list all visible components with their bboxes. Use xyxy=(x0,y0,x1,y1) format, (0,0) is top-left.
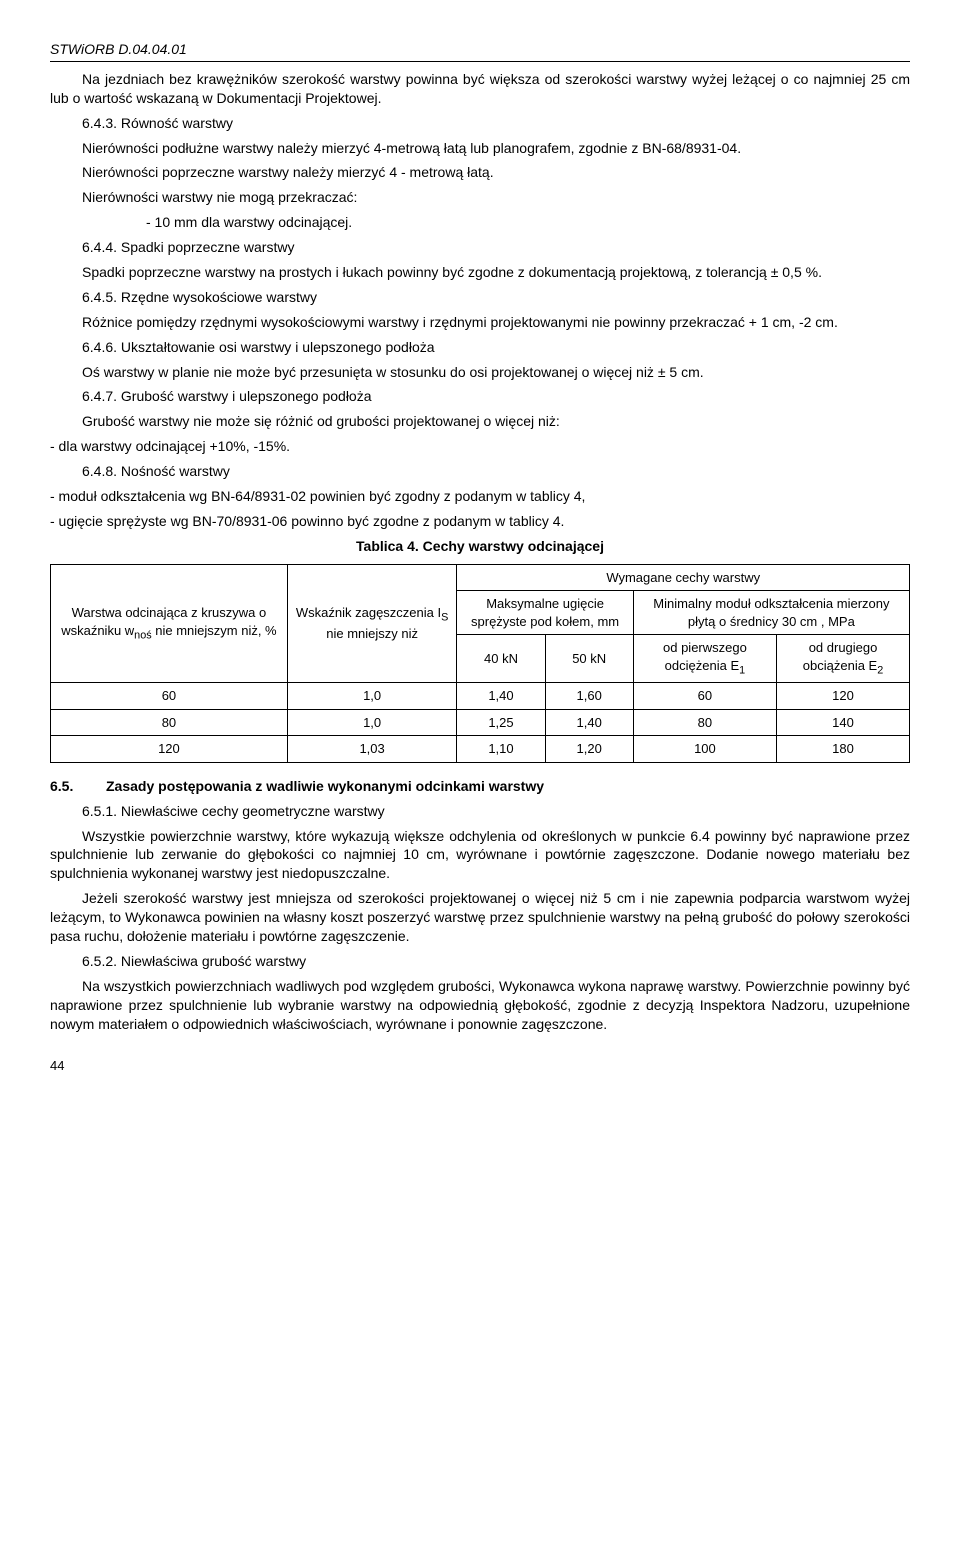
para: Spadki poprzeczne warstwy na prostych i … xyxy=(50,263,910,282)
subheading: 6.4.8. Nośność warstwy xyxy=(82,462,910,481)
subheading: 6.4.7. Grubość warstwy i ulepszonego pod… xyxy=(82,387,910,406)
col-header: 50 kN xyxy=(545,635,633,683)
para: Nierówności warstwy nie mogą przekraczać… xyxy=(50,188,910,207)
col-header: Minimalny moduł odkształcenia mierzony p… xyxy=(633,591,909,635)
subheading: 6.4.5. Rzędne wysokościowe warstwy xyxy=(82,288,910,307)
subheading: 6.5.1. Niewłaściwe cechy geometryczne wa… xyxy=(82,802,910,821)
para: Nierówności poprzeczne warstwy należy mi… xyxy=(50,163,910,182)
para: Oś warstwy w planie nie może być przesun… xyxy=(50,363,910,382)
list-item: - moduł odkształcenia wg BN-64/8931-02 p… xyxy=(50,487,910,506)
section-heading: 6.5. Zasady postępowania z wadliwie wyko… xyxy=(50,777,910,796)
col-header: Wymagane cechy warstwy xyxy=(457,564,910,591)
col-header: Maksymalne ugięcie sprężyste pod kołem, … xyxy=(457,591,633,635)
page-header: STWiORB D.04.04.01 xyxy=(50,40,910,62)
para: Na jezdniach bez krawężników szerokość w… xyxy=(50,70,910,108)
col-header: od pierwszego odciężenia E1 xyxy=(633,635,776,683)
col-header: Wskaźnik zagęszczenia IS nie mniejszy ni… xyxy=(287,564,457,682)
col-header: od drugiego obciążenia E2 xyxy=(777,635,910,683)
subheading: 6.5.2. Niewłaściwa grubość warstwy xyxy=(82,952,910,971)
para: Jeżeli szerokość warstwy jest mniejsza o… xyxy=(50,889,910,946)
para: Grubość warstwy nie może się różnić od g… xyxy=(50,412,910,431)
subheading: 6.4.4. Spadki poprzeczne warstwy xyxy=(82,238,910,257)
table-row: 601,01,401,6060120 xyxy=(51,683,910,710)
table-row: 801,01,251,4080140 xyxy=(51,709,910,736)
list-item: - ugięcie sprężyste wg BN-70/8931-06 pow… xyxy=(50,512,910,531)
table-cechy-warstwy: Warstwa odcinająca z kruszywa o wskaźnik… xyxy=(50,564,910,763)
para: Na wszystkich powierzchniach wadliwych p… xyxy=(50,977,910,1034)
list-item: - 10 mm dla warstwy odcinającej. xyxy=(146,213,910,232)
page-number: 44 xyxy=(50,1057,910,1075)
para: Wszystkie powierzchnie warstwy, które wy… xyxy=(50,827,910,884)
list-item: - dla warstwy odcinającej +10%, -15%. xyxy=(50,437,910,456)
subheading: 6.4.6. Ukształtowanie osi warstwy i ulep… xyxy=(82,338,910,357)
col-header: 40 kN xyxy=(457,635,545,683)
col-header: Warstwa odcinająca z kruszywa o wskaźnik… xyxy=(51,564,288,682)
table-row: 1201,031,101,20100180 xyxy=(51,736,910,763)
para: Różnice pomiędzy rzędnymi wysokościowymi… xyxy=(50,313,910,332)
para: Nierówności podłużne warstwy należy mier… xyxy=(50,139,910,158)
subheading: 6.4.3. Równość warstwy xyxy=(82,114,910,133)
table-caption: Tablica 4. Cechy warstwy odcinającej xyxy=(50,537,910,556)
